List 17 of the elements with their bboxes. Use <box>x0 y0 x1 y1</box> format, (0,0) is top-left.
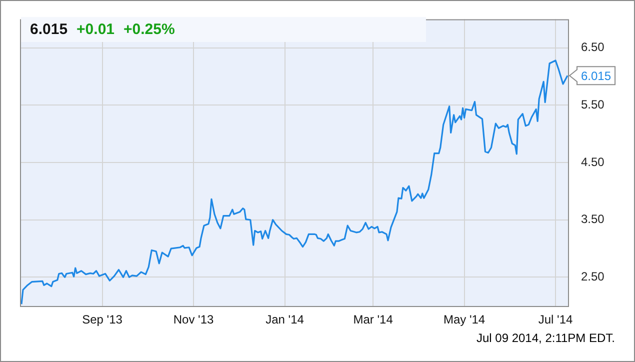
annotation: +0.25% <box>124 21 175 38</box>
header-panel: 6.015 +0.01 +0.25% <box>21 17 426 42</box>
x-tick-label: May '14 <box>443 312 486 327</box>
y-tick-label: 5.50 <box>581 98 605 112</box>
y-tick-label: 2.50 <box>581 270 605 284</box>
x-tick-label: Jan '14 <box>266 312 304 327</box>
y-tick-label: 4.50 <box>581 154 605 169</box>
y-tick-label: 3.50 <box>581 212 605 226</box>
annotation: 6.015 <box>581 68 612 83</box>
annotation: +0.01 <box>76 21 115 38</box>
x-tick-label: Jul '14 <box>538 312 574 327</box>
x-tick-label: Nov '13 <box>173 312 214 327</box>
text: Jul 09 2014, 2:11PM EDT. <box>476 331 615 345</box>
annotation: 6.015 <box>30 21 68 38</box>
y-tick-label: 6.50 <box>581 40 605 54</box>
x-tick-label: Mar '14 <box>353 312 394 327</box>
x-tick-label: Sep '13 <box>82 312 123 327</box>
